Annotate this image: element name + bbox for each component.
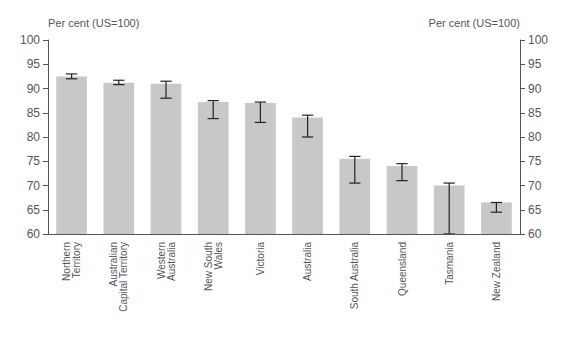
svg-text:Victoria: Victoria: [255, 242, 266, 276]
svg-text:70: 70: [27, 179, 41, 193]
svg-text:90: 90: [528, 82, 542, 96]
svg-text:75: 75: [528, 154, 542, 168]
svg-text:Australia: Australia: [302, 242, 313, 281]
svg-text:65: 65: [27, 203, 41, 217]
svg-text:70: 70: [528, 179, 542, 193]
svg-text:65: 65: [528, 203, 542, 217]
svg-text:Per cent (US=100): Per cent (US=100): [48, 17, 139, 29]
svg-text:100: 100: [528, 33, 548, 47]
svg-text:90: 90: [27, 82, 41, 96]
svg-text:Wales: Wales: [213, 242, 224, 269]
svg-text:Territory: Territory: [71, 242, 82, 278]
svg-text:South Australia: South Australia: [349, 242, 360, 310]
svg-text:Australia: Australia: [166, 242, 177, 281]
svg-text:Western: Western: [155, 242, 167, 280]
svg-text:Queensland: Queensland: [397, 242, 408, 296]
svg-text:Northern: Northern: [61, 242, 73, 281]
svg-text:100: 100: [20, 33, 40, 47]
svg-text:85: 85: [528, 106, 542, 120]
svg-text:75: 75: [27, 154, 41, 168]
svg-text:95: 95: [528, 57, 542, 71]
svg-text:Capital Territory: Capital Territory: [118, 242, 129, 312]
svg-text:Per cent (US=100): Per cent (US=100): [429, 17, 520, 29]
svg-text:New South: New South: [202, 242, 214, 291]
svg-text:80: 80: [27, 130, 41, 144]
svg-text:85: 85: [27, 106, 41, 120]
svg-text:New Zealand: New Zealand: [491, 242, 502, 301]
svg-text:Tasmania: Tasmania: [444, 242, 455, 285]
svg-text:80: 80: [528, 130, 542, 144]
svg-text:95: 95: [27, 57, 41, 71]
svg-text:60: 60: [528, 227, 542, 241]
svg-text:Australian: Australian: [108, 242, 120, 287]
svg-text:60: 60: [27, 227, 41, 241]
